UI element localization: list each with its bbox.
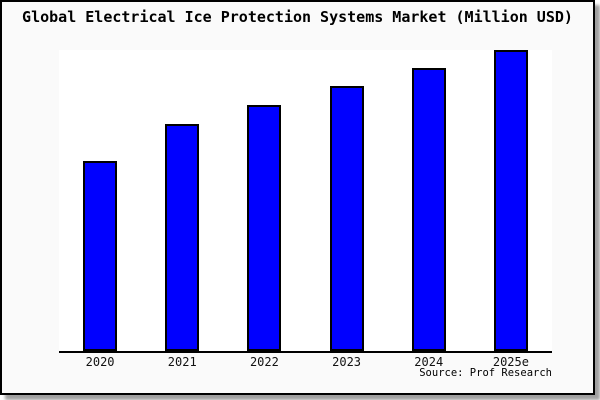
source-credit: Source: Prof Research — [419, 367, 552, 379]
x-tick-2023: 2023 — [332, 355, 362, 369]
bar-2025e — [493, 50, 528, 351]
x-tick-2020: 2020 — [85, 355, 115, 369]
x-tick-2021: 2021 — [167, 355, 197, 369]
plot-area — [59, 50, 552, 353]
bar-2023 — [329, 86, 364, 351]
x-tick-2022: 2022 — [249, 355, 279, 369]
bar-2021 — [165, 124, 200, 351]
bar-2024 — [411, 68, 446, 351]
x-tick-2025e: 2025e — [492, 355, 529, 369]
x-axis-tick-labels: 2020 2021 2022 2023 2024 2025e — [59, 355, 552, 371]
x-tick-2024: 2024 — [414, 355, 444, 369]
chart-title: Global Electrical Ice Protection Systems… — [22, 8, 573, 26]
bar-2022 — [247, 105, 282, 351]
bar-2020 — [83, 161, 118, 351]
chart-frame: Global Electrical Ice Protection Systems… — [0, 0, 595, 395]
